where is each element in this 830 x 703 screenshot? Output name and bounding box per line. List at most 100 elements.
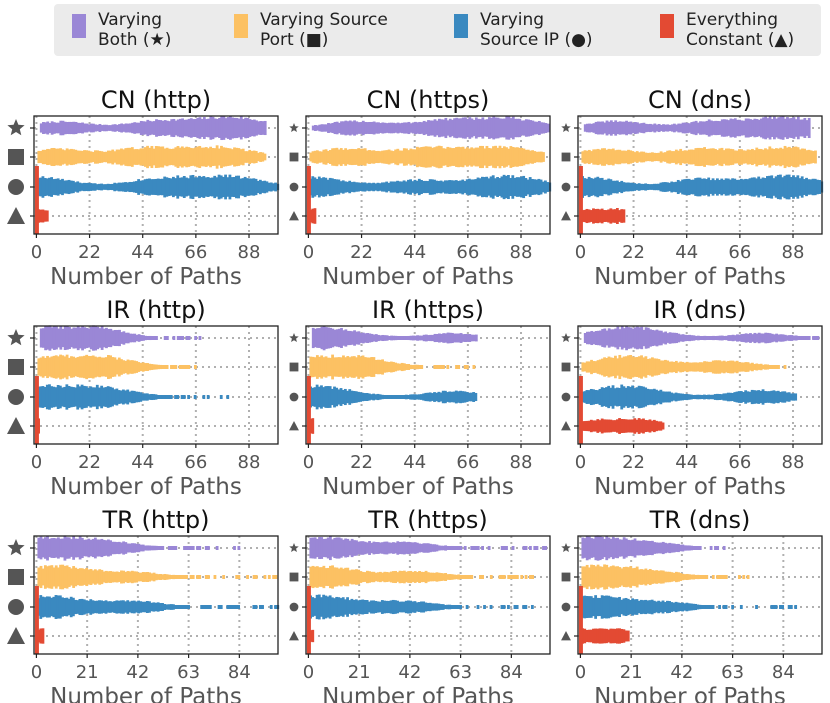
swarm-mark xyxy=(814,336,818,340)
swarm-mark xyxy=(714,546,717,550)
swarm-mark xyxy=(800,176,804,198)
swarm-mark xyxy=(659,360,663,374)
swarm-mark xyxy=(600,387,604,407)
swarm-mark xyxy=(370,357,374,377)
swarm-mark xyxy=(683,394,687,400)
swarm-mark xyxy=(637,152,641,162)
swarm-mark xyxy=(171,604,175,610)
swarm-mark xyxy=(583,333,587,343)
swarm-mark xyxy=(468,575,471,579)
swarm-mark xyxy=(622,150,626,164)
x-tick-label: 22 xyxy=(78,452,101,473)
swarm-mark xyxy=(341,180,345,194)
swarm-mark xyxy=(45,596,49,618)
swarm-mark xyxy=(202,117,206,139)
swarm-mark xyxy=(779,391,782,403)
swarm-mark xyxy=(263,153,267,161)
y-marker-circle xyxy=(561,182,571,192)
swarm-mark xyxy=(350,182,354,192)
swarm-mark xyxy=(585,361,589,373)
swarm-mark xyxy=(761,177,765,197)
swarm-mark xyxy=(594,566,598,588)
swarm-mark xyxy=(409,570,413,584)
swarm-mark xyxy=(54,565,58,589)
swarm-mark xyxy=(491,175,495,199)
swarm-mark xyxy=(94,325,98,351)
swarm-mark xyxy=(409,123,413,133)
swarm-mark xyxy=(402,541,406,555)
swarm-mark xyxy=(156,395,160,399)
swarm-mark xyxy=(457,391,460,403)
swarm-mark xyxy=(450,605,454,609)
swarm-mark xyxy=(191,148,195,166)
swarm-mark xyxy=(783,365,787,369)
swarm-mark xyxy=(113,389,117,405)
swarm-mark xyxy=(664,571,667,583)
swarm-mark xyxy=(314,125,317,131)
swarm-mark xyxy=(751,362,754,372)
swarm-mark xyxy=(607,567,611,587)
swarm-mark xyxy=(624,566,628,588)
swarm-mark xyxy=(91,355,95,379)
swarm-mark xyxy=(80,150,84,164)
swarm-mark xyxy=(339,598,343,616)
swarm-mark xyxy=(587,209,591,223)
swarm-mark xyxy=(581,566,585,588)
y-marker-triangle xyxy=(561,421,571,431)
swarm-mark xyxy=(343,388,347,406)
swarm-mark xyxy=(655,420,658,432)
swarm-mark xyxy=(516,118,520,138)
swarm-mark xyxy=(592,361,596,373)
swarm-mark xyxy=(709,605,713,609)
swarm-mark xyxy=(592,420,595,432)
swarm-mark xyxy=(474,334,478,342)
swarm-mark xyxy=(685,178,689,196)
swarm-mark xyxy=(705,336,709,340)
swarm-mark xyxy=(314,328,317,348)
swarm-mark xyxy=(489,148,493,166)
swarm-mark xyxy=(400,601,404,613)
swarm-mark xyxy=(640,123,644,133)
swarm-mark xyxy=(96,357,99,377)
swarm-mark xyxy=(480,176,484,198)
swarm-mark xyxy=(43,177,47,197)
swarm-mark xyxy=(439,573,443,581)
swarm-mark xyxy=(586,123,589,133)
swarm-mark xyxy=(130,182,134,192)
swarm-mark xyxy=(368,357,371,377)
swarm-mark xyxy=(137,543,141,553)
swarm-mark xyxy=(72,327,76,349)
swarm-mark xyxy=(91,570,95,584)
swarm-mark xyxy=(217,148,221,166)
swarm-mark xyxy=(655,152,659,162)
swarm-mark xyxy=(235,117,239,139)
swarm-mark xyxy=(620,568,624,586)
swarm-mark xyxy=(722,546,726,550)
swarm-mark xyxy=(124,182,127,192)
swarm-mark xyxy=(100,125,104,131)
swarm-mark xyxy=(161,603,164,611)
swarm-mark xyxy=(239,149,243,165)
swarm-mark xyxy=(148,572,152,582)
swarm-mark xyxy=(92,123,95,133)
swarm-mark xyxy=(39,357,43,377)
swarm-mark xyxy=(141,601,145,613)
swarm-mark xyxy=(789,177,793,197)
swarm-mark xyxy=(120,148,123,166)
swarm-mark xyxy=(133,571,136,583)
swarm-mark xyxy=(731,392,735,402)
swarm-mark xyxy=(180,146,184,168)
swarm-mark xyxy=(590,538,593,558)
swarm-mark xyxy=(426,146,430,168)
swarm-mark xyxy=(544,123,548,133)
swarm-mark xyxy=(607,629,611,643)
swarm-mark xyxy=(350,331,354,345)
swarm-mark xyxy=(424,334,428,342)
swarm-mark xyxy=(664,331,668,345)
swarm-mark xyxy=(414,335,417,341)
swarm-mark xyxy=(459,118,463,138)
swarm-mark xyxy=(659,124,663,132)
swarm-mark xyxy=(633,418,637,434)
swarm-mark xyxy=(770,333,774,343)
